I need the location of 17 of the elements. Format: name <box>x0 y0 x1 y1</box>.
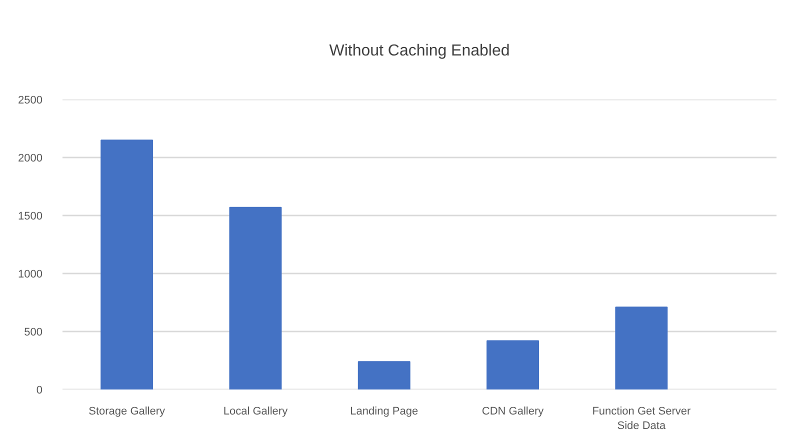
bar <box>229 206 282 390</box>
bar <box>486 340 539 390</box>
y-tick-label: 1000 <box>18 268 43 280</box>
y-tick-label: 0 <box>36 384 43 396</box>
bar <box>358 361 410 390</box>
x-tick-label: Landing Page <box>350 406 418 418</box>
x-tick-label: Local Gallery <box>223 406 288 418</box>
x-tick-label: Function Get Server Side Data <box>592 406 691 432</box>
bar <box>100 140 154 390</box>
y-tick-label: 2000 <box>18 152 43 164</box>
bar <box>615 306 668 390</box>
x-tick-label: Storage Gallery <box>88 406 166 418</box>
y-tick-label: 1500 <box>18 210 43 222</box>
chart-title: Without Caching Enabled <box>329 42 510 60</box>
y-tick-label: 2500 <box>18 94 43 106</box>
y-tick-label: 500 <box>24 326 43 338</box>
x-tick-label: CDN Gallery <box>482 406 544 418</box>
